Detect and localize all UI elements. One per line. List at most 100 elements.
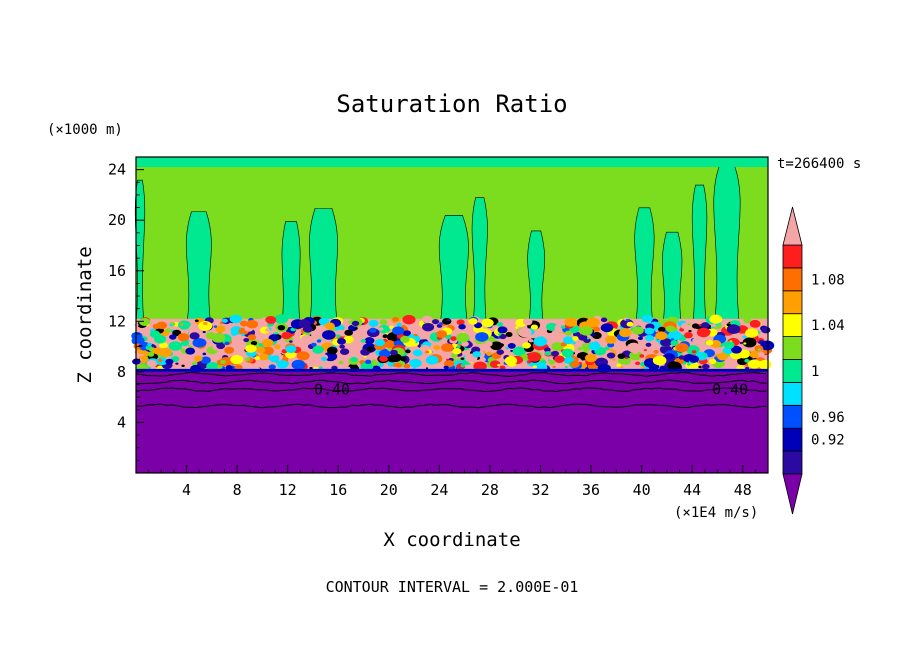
turbulence-cell: [709, 323, 716, 328]
colorbar-box: [782, 244, 803, 269]
time-label: t=266400 s: [777, 156, 861, 172]
top-band: [136, 157, 768, 167]
x-tick-label: 8: [233, 481, 242, 499]
turbulence-cell: [392, 326, 405, 336]
x-unit-label: (×1E4 m/s): [674, 505, 758, 521]
turbulence-cell: [229, 314, 242, 324]
turbulence-cell: [472, 351, 482, 358]
plume-region: [308, 208, 338, 328]
turbulence-cell: [704, 329, 711, 334]
turbulence-cell: [635, 361, 641, 366]
turbulence-cell: [241, 333, 245, 336]
turbulence-cell: [337, 338, 346, 345]
turbulence-cell: [316, 339, 322, 343]
turbulence-cell: [254, 356, 261, 361]
turbulence-cell: [224, 346, 235, 354]
x-tick-label: 12: [279, 481, 297, 499]
colorbar-box: [782, 313, 803, 338]
x-tick-label: 4: [182, 481, 191, 499]
turbulence-cell: [338, 325, 345, 330]
turbulence-cell: [496, 349, 505, 355]
turbulence-cell: [350, 356, 358, 363]
turbulence-cell: [258, 353, 269, 361]
plume-region: [634, 207, 655, 328]
colorbar-box: [782, 267, 803, 292]
turbulence-cell: [617, 353, 626, 359]
y-tick-label: 16: [108, 262, 126, 280]
contour-line: [135, 387, 767, 393]
plume-region: [691, 184, 708, 328]
turbulence-cell: [200, 356, 211, 364]
turbulence-cell: [505, 346, 510, 350]
turbulence-cell: [366, 346, 374, 352]
turbulence-cell: [298, 319, 311, 328]
turbulence-cell: [230, 331, 238, 336]
x-tick-label: 40: [633, 481, 651, 499]
turbulence-cell: [146, 360, 157, 368]
turbulence-cell: [374, 339, 386, 347]
turbulence-cell: [152, 347, 163, 355]
colorbar-top-triangle: [782, 206, 803, 246]
turbulence-cell: [438, 322, 443, 326]
turbulence-cell: [586, 317, 600, 328]
turbulence-cell: [272, 355, 280, 360]
turbulence-cell: [481, 318, 494, 328]
turbulence-cell: [760, 333, 765, 336]
turbulence-cell: [268, 364, 276, 370]
turbulence-cell: [625, 357, 628, 360]
turbulence-cell: [413, 333, 418, 337]
turbulence-cell: [324, 322, 335, 330]
turbulence-cell: [668, 330, 682, 341]
turbulence-cell: [698, 365, 702, 369]
turbulence-cell: [469, 335, 475, 339]
turbulence-cell: [552, 365, 556, 369]
turbulence-cell: [281, 331, 292, 340]
turbulence-cell: [244, 357, 250, 362]
turbulence-cell: [667, 361, 682, 372]
turbulence-cell: [400, 356, 407, 362]
turbulence-cell: [456, 332, 470, 343]
turbulence-cell: [702, 363, 710, 370]
plume-region: [438, 215, 469, 328]
turbulence-cell: [180, 323, 184, 326]
turbulence-cell: [446, 318, 451, 322]
turbulence-cell: [165, 358, 174, 365]
turbulence-cell: [456, 319, 465, 326]
turbulence-cell: [443, 365, 449, 370]
turbulence-cell: [152, 323, 161, 330]
turbulence-cell: [158, 347, 172, 358]
turbulence-cell: [747, 359, 761, 369]
turbulence-cell: [560, 325, 566, 329]
turbulence-cell: [147, 352, 155, 357]
turbulence-cell: [468, 318, 478, 325]
turbulence-cell: [515, 336, 524, 343]
turbulence-cell: [717, 352, 728, 361]
turbulence-cell: [619, 328, 632, 338]
turbulence-cell: [551, 350, 560, 357]
turbulence-cell: [277, 324, 286, 331]
turbulence-cell: [191, 361, 198, 366]
turbulence-cell: [131, 332, 143, 341]
turbulence-cell: [265, 316, 277, 324]
turbulence-cell: [213, 325, 218, 328]
turbulence-cell: [277, 339, 284, 344]
turbulence-cell: [749, 350, 760, 359]
turbulence-cell: [351, 320, 360, 327]
turbulence-cell: [402, 314, 416, 325]
turbulence-cell: [389, 353, 402, 363]
turbulence-cell: [665, 353, 674, 360]
turbulence-cell: [593, 341, 599, 345]
turbulence-cell: [189, 332, 200, 340]
turbulence-cell: [760, 340, 775, 351]
turbulence-cell: [626, 321, 634, 327]
turbulence-cell: [211, 333, 226, 343]
turbulence-cell: [737, 340, 741, 344]
turbulence-cell: [322, 330, 336, 340]
turbulence-cell: [522, 318, 533, 326]
contour-label: 0.40: [712, 380, 748, 398]
turbulence-cell: [653, 349, 659, 354]
turbulence-cell: [733, 365, 738, 369]
turbulence-cell: [402, 330, 411, 336]
turbulence-cell: [349, 349, 363, 359]
contour-interval-note: CONTOUR INTERVAL = 2.000E-01: [326, 578, 579, 596]
